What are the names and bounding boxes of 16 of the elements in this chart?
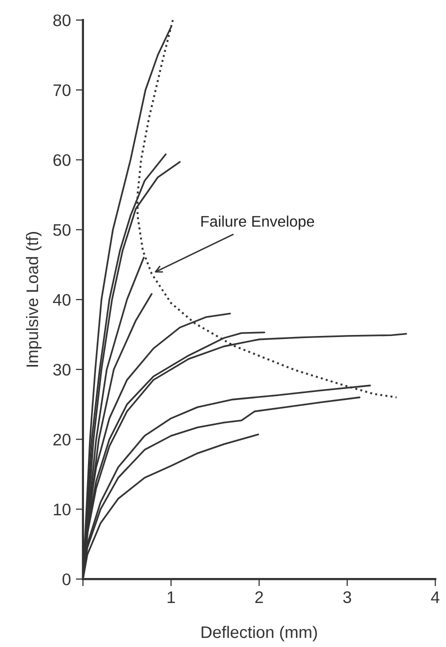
y-tick-label: 60 [53,154,70,166]
y-tick-label: 10 [54,504,70,516]
y-tick-label: 40 [52,294,70,306]
x-tick-label: 3 [343,591,352,604]
y-tick-label: 50 [53,224,70,236]
annotation: Failure Envelope [201,216,314,230]
x-tick-label: 4 [431,591,440,603]
y-axis-title: Impulsive Load (tf) [26,232,42,367]
y-tick-label: 80 [53,14,70,26]
y-tick-label: 70 [53,84,70,96]
y-tick-label: 20 [53,434,70,446]
x-tick-label: 2 [255,591,263,603]
x-axis-title: Deflection (mm) [202,626,317,642]
y-tick-label: 30 [53,364,70,376]
x-tick-label: 1 [168,591,175,603]
y-tick-label: 0 [62,573,70,586]
